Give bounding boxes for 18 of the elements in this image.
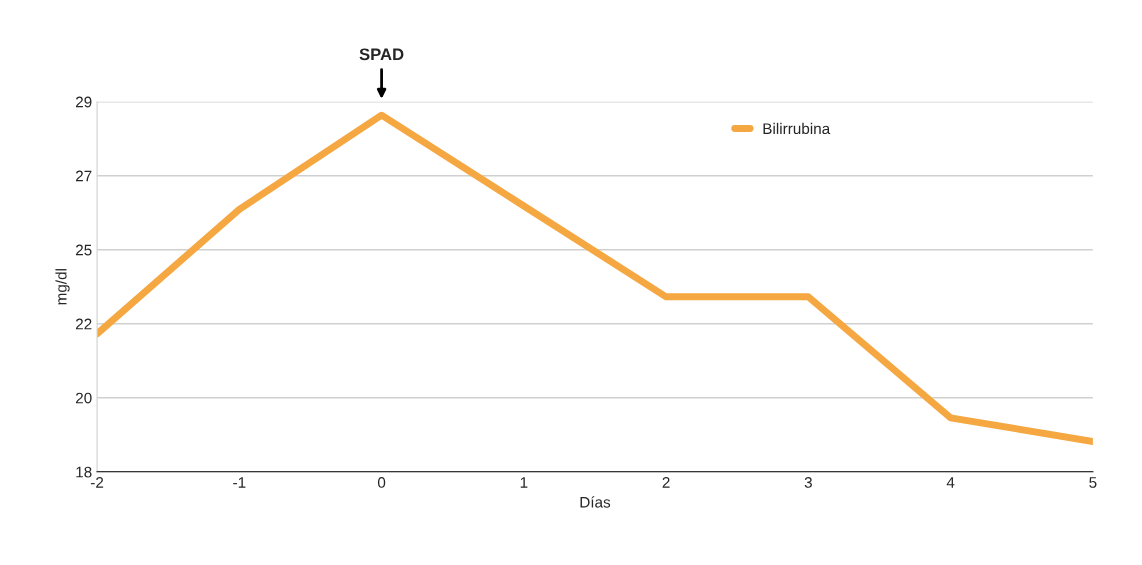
x-tick-label: 0 <box>377 477 386 488</box>
y-tick-label: 29 <box>75 96 92 108</box>
x-tick-label: 1 <box>520 477 528 488</box>
y-tick-label: 20 <box>75 392 92 404</box>
x-tick-label: 3 <box>804 477 812 488</box>
x-tick-label: -1 <box>233 477 246 488</box>
x-tick-label: 2 <box>662 477 670 488</box>
y-tick-label: 27 <box>75 170 92 182</box>
x-axis-title: Días <box>580 496 611 508</box>
y-axis-title: mg/dl <box>55 269 70 305</box>
x-tick-label: 5 <box>1089 477 1097 488</box>
y-tick-label: 18 <box>76 466 92 478</box>
y-tick-label: 22 <box>75 318 92 330</box>
text: SPAD <box>359 48 404 61</box>
y-tick-label: 25 <box>75 244 92 256</box>
legend-label: Bilirrubina <box>763 122 831 135</box>
x-tick-label: 4 <box>946 477 955 488</box>
x-tick-label: -2 <box>90 477 104 488</box>
